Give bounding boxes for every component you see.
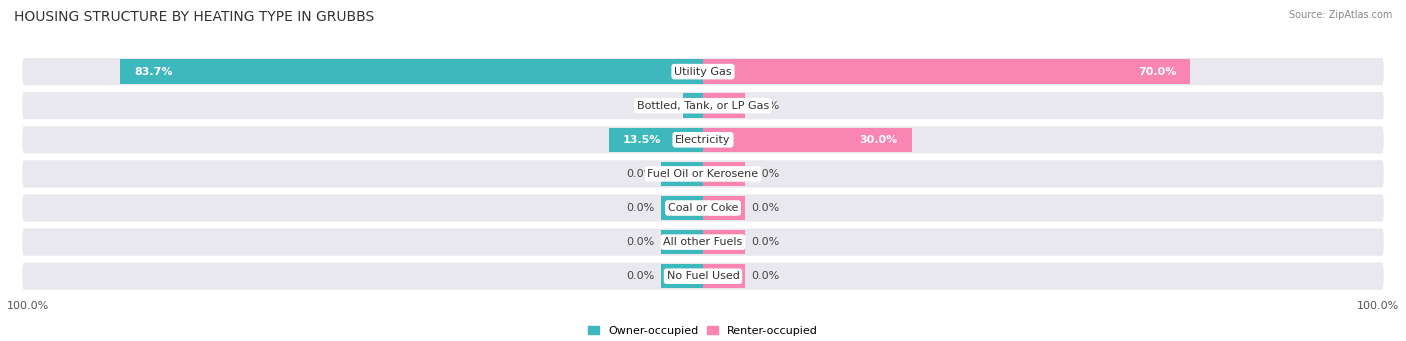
Text: 0.0%: 0.0% — [626, 203, 654, 213]
Text: Electricity: Electricity — [675, 135, 731, 145]
Text: 70.0%: 70.0% — [1137, 66, 1177, 77]
Text: 0.0%: 0.0% — [752, 169, 780, 179]
Bar — [703, 196, 745, 220]
Bar — [703, 59, 1191, 84]
Bar — [661, 162, 703, 186]
Bar — [609, 128, 703, 152]
Bar — [703, 93, 745, 118]
Text: 0.0%: 0.0% — [626, 237, 654, 247]
Text: Bottled, Tank, or LP Gas: Bottled, Tank, or LP Gas — [637, 101, 769, 111]
Text: 0.0%: 0.0% — [752, 271, 780, 281]
FancyBboxPatch shape — [21, 193, 1385, 223]
Bar — [683, 93, 703, 118]
Text: 83.7%: 83.7% — [135, 66, 173, 77]
Text: 0.0%: 0.0% — [752, 101, 780, 111]
Legend: Owner-occupied, Renter-occupied: Owner-occupied, Renter-occupied — [583, 321, 823, 340]
Text: All other Fuels: All other Fuels — [664, 237, 742, 247]
Text: Source: ZipAtlas.com: Source: ZipAtlas.com — [1288, 10, 1392, 20]
FancyBboxPatch shape — [21, 125, 1385, 155]
Text: 2.9%: 2.9% — [647, 101, 676, 111]
Text: 100.0%: 100.0% — [7, 301, 49, 311]
Text: 0.0%: 0.0% — [626, 271, 654, 281]
Bar — [703, 264, 745, 288]
FancyBboxPatch shape — [21, 159, 1385, 189]
Text: 0.0%: 0.0% — [626, 169, 654, 179]
FancyBboxPatch shape — [21, 261, 1385, 291]
Text: No Fuel Used: No Fuel Used — [666, 271, 740, 281]
Text: Coal or Coke: Coal or Coke — [668, 203, 738, 213]
Text: 100.0%: 100.0% — [1357, 301, 1399, 311]
Text: Utility Gas: Utility Gas — [675, 66, 731, 77]
Text: Fuel Oil or Kerosene: Fuel Oil or Kerosene — [647, 169, 759, 179]
Bar — [703, 128, 912, 152]
Text: 0.0%: 0.0% — [752, 237, 780, 247]
Text: 13.5%: 13.5% — [623, 135, 661, 145]
Text: HOUSING STRUCTURE BY HEATING TYPE IN GRUBBS: HOUSING STRUCTURE BY HEATING TYPE IN GRU… — [14, 10, 374, 24]
Bar — [661, 264, 703, 288]
Bar — [661, 196, 703, 220]
Text: 30.0%: 30.0% — [859, 135, 898, 145]
Bar — [121, 59, 703, 84]
Text: 0.0%: 0.0% — [752, 203, 780, 213]
FancyBboxPatch shape — [21, 57, 1385, 87]
Bar — [703, 230, 745, 254]
Bar — [661, 230, 703, 254]
Bar — [703, 162, 745, 186]
FancyBboxPatch shape — [21, 91, 1385, 121]
FancyBboxPatch shape — [21, 227, 1385, 257]
